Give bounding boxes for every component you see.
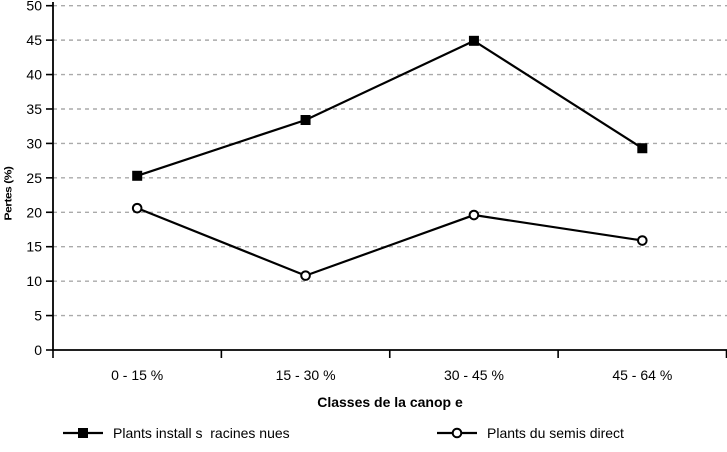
x-axis-tick-label: 45 - 64 % xyxy=(612,367,672,383)
x-axis-tick-label: 0 - 15 % xyxy=(111,367,163,383)
legend-label: Plants install s racines nues xyxy=(113,425,290,441)
data-point-circle xyxy=(300,270,311,281)
x-axis-tick-label: 15 - 30 % xyxy=(276,367,336,383)
series-line xyxy=(136,207,643,277)
filled-square-marker-icon xyxy=(63,428,103,438)
y-axis-tick-label: 0 xyxy=(34,342,42,358)
series-line xyxy=(136,39,643,177)
y-axis-tick-label: 25 xyxy=(26,170,42,186)
data-point-circle xyxy=(131,202,143,214)
data-point-square xyxy=(468,35,479,46)
data-point-circle xyxy=(468,209,480,221)
y-axis-tick-label: 15 xyxy=(26,239,42,255)
x-axis-tick-label: 30 - 45 % xyxy=(444,367,504,383)
y-axis-tick-label: 10 xyxy=(26,273,42,289)
y-axis-tick-label: 35 xyxy=(26,101,42,117)
x-axis-title: Classes de la canop e xyxy=(317,394,463,410)
legend: Plants install s racines nues Plants du … xyxy=(0,420,727,448)
data-point-circle xyxy=(637,235,648,246)
plot-area: 0 5 10 15 20 25 30 35 40 45 50 0 - 15 % 15 - 30 % 30 … xyxy=(26,0,727,383)
legend-label: Plants du semis direct xyxy=(487,425,624,441)
data-point-square xyxy=(637,143,648,154)
data-point-square xyxy=(132,170,143,181)
y-axis-tick-label: 50 xyxy=(26,0,42,14)
y-axis-tick-label: 40 xyxy=(26,67,42,83)
y-axis-tick-label: 30 xyxy=(26,135,42,151)
legend-item-series-1: Plants install s racines nues xyxy=(62,420,290,446)
legend-item-series-2: Plants du semis direct xyxy=(436,420,624,446)
y-axis-title: Pertes (%) xyxy=(1,166,14,221)
y-axis-tick-label: 5 xyxy=(34,308,42,324)
y-axis-tick-label: 20 xyxy=(26,204,42,220)
data-point-square xyxy=(300,115,311,126)
open-circle-marker-icon xyxy=(437,427,477,439)
y-axis-tick-label: 45 xyxy=(26,32,42,48)
